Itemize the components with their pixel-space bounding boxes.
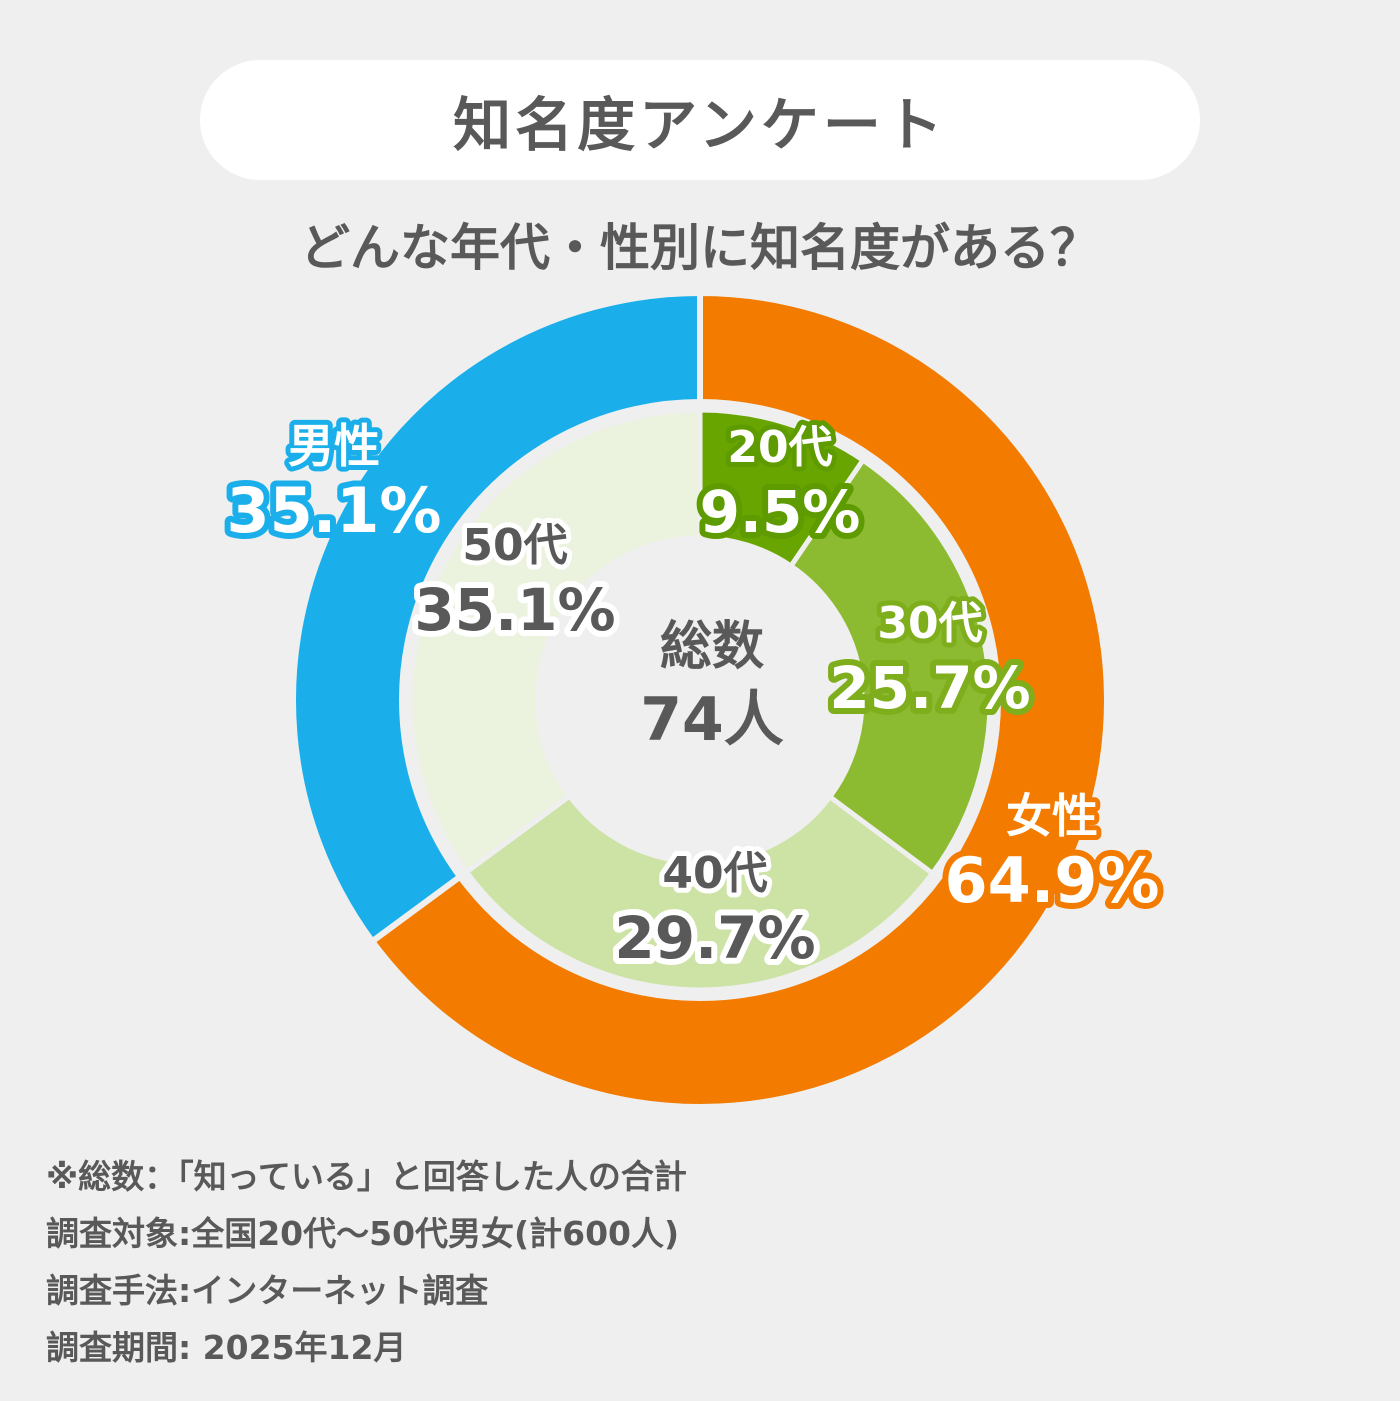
outer-label-value-1: 35.1% (226, 474, 441, 547)
outer-slice-1 (290, 289, 703, 946)
outer-ring (290, 289, 1110, 1110)
footnotes: ※総数：「知っている」と回答した人の合計 調査対象:全国20代～50代男女(計6… (46, 1148, 687, 1376)
inner-label-name-3: 50代 (462, 520, 567, 571)
inner-label-value-0: 9.5% (700, 478, 861, 546)
inner-ring (407, 407, 993, 993)
inner-label-value-3: 35.1% (414, 576, 615, 644)
donut-hole (538, 538, 862, 862)
inner-label-name-2: 40代 (662, 848, 767, 899)
footnote-period: 調査期間: 2025年12月 (46, 1328, 407, 1367)
chart-subtitle: どんな年代・性別に知名度がある？ (300, 219, 1100, 277)
footnote-target: 調査対象:全国20代～50代男女(計600人) (46, 1214, 680, 1253)
inner-label-value-1: 25.7% (829, 654, 1030, 722)
inner-label-name-0: 20代 (727, 422, 832, 473)
slice-labels: 女性64.9%男性35.1%20代9.5%30代25.7%40代29.7%50代… (220, 414, 1165, 978)
center-value: 74人 (640, 685, 784, 755)
outer-label-name-0: 女性 (1006, 789, 1098, 843)
outer-slice-0 (368, 289, 1110, 1110)
inner-label-name-1: 30代 (877, 598, 982, 649)
inner-label-value-2: 29.7% (614, 904, 815, 972)
footnote-total: ※総数：「知っている」と回答した人の合計 (46, 1157, 687, 1196)
outer-label-value-0: 64.9% (944, 844, 1159, 917)
page-title: 知名度アンケート (200, 60, 1200, 180)
footnote-method: 調査手法:インターネット調査 (46, 1271, 489, 1310)
center-label: 総数 (660, 617, 764, 677)
outer-label-name-1: 男性 (288, 419, 380, 473)
